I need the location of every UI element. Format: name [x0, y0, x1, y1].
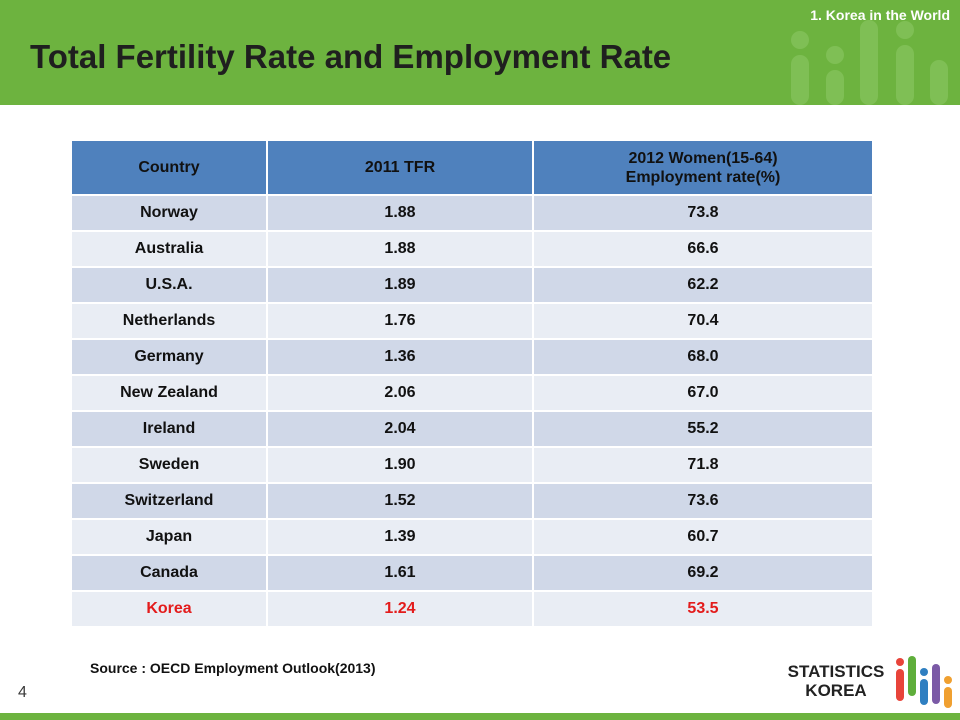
cell-employment-rate: 68.0: [533, 339, 874, 376]
table-header-row: Country 2011 TFR 2012 Women(15-64) Emplo…: [72, 141, 874, 196]
cell-country: New Zealand: [72, 375, 268, 412]
table-row: Germany 1.36 68.0: [72, 339, 874, 376]
column-header-employment: 2012 Women(15-64) Employment rate(%): [533, 141, 874, 196]
cell-tfr: 1.76: [267, 303, 534, 340]
cell-tfr: 1.52: [267, 483, 534, 520]
cell-country: Japan: [72, 519, 268, 556]
logo-bars-icon: [896, 656, 952, 708]
page-number: 4: [18, 684, 27, 701]
cell-tfr: 2.04: [267, 411, 534, 448]
cell-tfr: 1.89: [267, 267, 534, 304]
cell-country: U.S.A.: [72, 267, 268, 304]
cell-country: Ireland: [72, 411, 268, 448]
table-row: New Zealand 2.06 67.0: [72, 375, 874, 412]
cell-employment-rate: 73.6: [533, 483, 874, 520]
cell-country: Korea: [72, 591, 268, 628]
table-row: Ireland 2.04 55.2: [72, 411, 874, 448]
cell-tfr: 2.06: [267, 375, 534, 412]
fertility-employment-table: Country 2011 TFR 2012 Women(15-64) Emplo…: [72, 141, 874, 628]
cell-employment-rate: 62.2: [533, 267, 874, 304]
table-row: U.S.A. 1.89 62.2: [72, 267, 874, 304]
logo-text: STATISTICS KOREA: [786, 662, 886, 700]
source-note: Source : OECD Employment Outlook(2013): [90, 660, 376, 676]
cell-employment-rate: 53.5: [533, 591, 874, 628]
cell-country: Canada: [72, 555, 268, 592]
cell-country: Sweden: [72, 447, 268, 484]
table-row: Switzerland 1.52 73.6: [72, 483, 874, 520]
cell-employment-rate: 71.8: [533, 447, 874, 484]
statistics-korea-logo: STATISTICS KOREA: [786, 652, 956, 710]
table-row: Canada 1.61 69.2: [72, 555, 874, 592]
decorative-bars-graphic: [791, 20, 948, 105]
table-row: Japan 1.39 60.7: [72, 519, 874, 556]
table-row: Korea 1.24 53.5: [72, 591, 874, 628]
cell-tfr: 1.36: [267, 339, 534, 376]
cell-tfr: 1.90: [267, 447, 534, 484]
cell-employment-rate: 69.2: [533, 555, 874, 592]
cell-country: Switzerland: [72, 483, 268, 520]
cell-tfr: 1.88: [267, 231, 534, 268]
data-table-container: Country 2011 TFR 2012 Women(15-64) Emplo…: [72, 141, 874, 628]
cell-country: Norway: [72, 195, 268, 232]
logo-line-1: STATISTICS: [787, 662, 885, 681]
cell-employment-rate: 55.2: [533, 411, 874, 448]
page-title: Total Fertility Rate and Employment Rate: [30, 38, 672, 75]
cell-employment-rate: 67.0: [533, 375, 874, 412]
cell-tfr: 1.24: [267, 591, 534, 628]
table-row: Sweden 1.90 71.8: [72, 447, 874, 484]
cell-country: Australia: [72, 231, 268, 268]
table-row: Netherlands 1.76 70.4: [72, 303, 874, 340]
cell-country: Germany: [72, 339, 268, 376]
section-label: 1. Korea in the World: [810, 7, 950, 23]
cell-employment-rate: 66.6: [533, 231, 874, 268]
cell-country: Netherlands: [72, 303, 268, 340]
cell-employment-rate: 60.7: [533, 519, 874, 556]
footer-bar: [0, 713, 960, 720]
table-body: Norway 1.88 73.8 Australia 1.88 66.6 U.S.A. 1.8…: [72, 195, 874, 628]
cell-employment-rate: 73.8: [533, 195, 874, 232]
cell-tfr: 1.88: [267, 195, 534, 232]
cell-tfr: 1.61: [267, 555, 534, 592]
table-row: Australia 1.88 66.6: [72, 231, 874, 268]
cell-tfr: 1.39: [267, 519, 534, 556]
table-row: Norway 1.88 73.8: [72, 195, 874, 232]
column-header-tfr: 2011 TFR: [267, 141, 534, 196]
cell-employment-rate: 70.4: [533, 303, 874, 340]
header-banner: 1. Korea in the World Total Fertility Ra…: [0, 0, 960, 105]
logo-line-2: KOREA: [805, 681, 867, 700]
column-header-country: Country: [72, 141, 268, 196]
